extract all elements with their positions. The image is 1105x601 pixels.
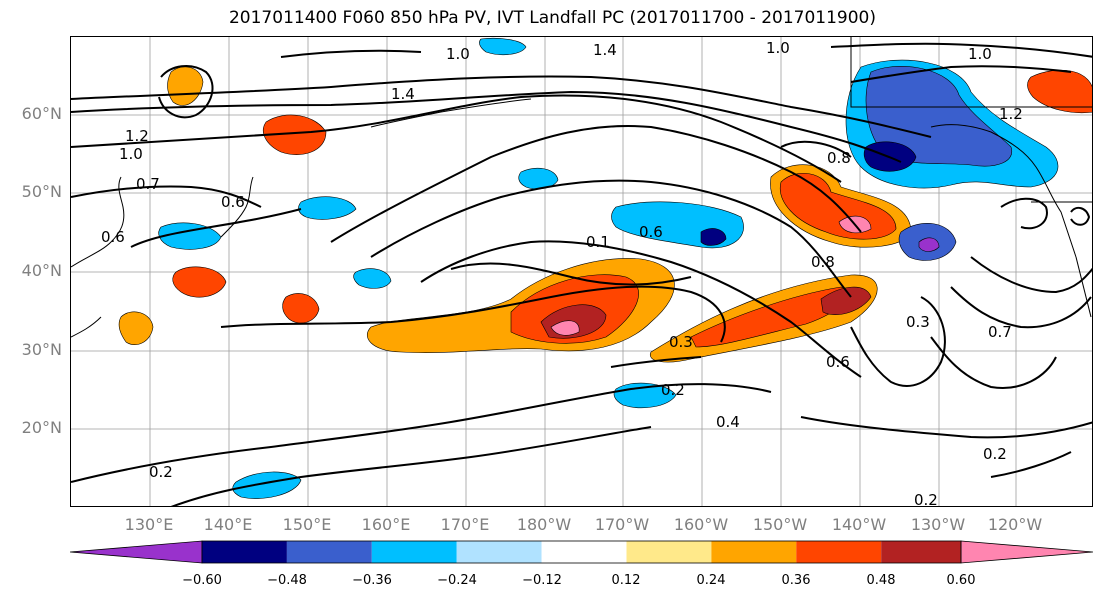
- negative-anomaly-coast-core: [918, 237, 940, 252]
- contour-label: 0.6: [639, 223, 663, 241]
- contour-label: 0.8: [827, 149, 851, 167]
- lon-label-150w: 150°W: [752, 515, 808, 534]
- colorbar-tick: −0.36: [352, 573, 392, 588]
- lat-label-20n: 20°N: [21, 418, 62, 437]
- colorbar-tick: 0.12: [611, 573, 641, 588]
- colorbar-bin: [796, 541, 882, 563]
- lat-label-50n: 50°N: [21, 182, 62, 201]
- contour-label: 0.3: [669, 333, 693, 351]
- lon-label-120w: 120°W: [987, 515, 1043, 534]
- lon-label-130w: 130°W: [910, 515, 966, 534]
- contour-label: 0.6: [101, 228, 125, 246]
- contour-label: 0.7: [136, 175, 160, 193]
- contour-label: 0.8: [811, 253, 835, 271]
- lon-label-160w: 160°W: [673, 515, 729, 534]
- positive-anomaly-subtropical-max: [820, 286, 872, 316]
- negative-anomaly-top: [479, 37, 527, 56]
- colorbar-tick: −0.60: [182, 573, 222, 588]
- negative-anomaly-southwest: [232, 471, 302, 499]
- colorbar-bin: [456, 541, 542, 563]
- positive-anomaly-northwest: [262, 114, 327, 155]
- colorbar-tick: 0.24: [696, 573, 726, 588]
- map-canvas: 1.0 1.4 1.0 1.0 1.2 1.4 1.0 1.2 0.8 0.7 …: [71, 37, 1092, 507]
- contour-label: 0.7: [988, 323, 1012, 341]
- lon-label-140e: 140°E: [203, 515, 253, 534]
- lon-label-140w: 140°W: [831, 515, 887, 534]
- colorbar-tick: −0.12: [522, 573, 562, 588]
- lon-label-170w: 170°W: [594, 515, 650, 534]
- lon-label-160e: 160°E: [361, 515, 411, 534]
- map-title: 2017011400 F060 850 hPa PV, IVT Landfall…: [228, 8, 876, 28]
- colorbar-canvas: [69, 540, 1094, 564]
- colorbar-outline: [201, 540, 962, 564]
- contour-label: 1.2: [125, 127, 149, 145]
- positive-anomaly-northeast: [1027, 69, 1092, 113]
- colorbar: [69, 539, 1094, 569]
- contour-label: 0.3: [906, 313, 930, 331]
- contour-label: 1.0: [968, 45, 992, 63]
- colorbar-bin: [541, 541, 627, 563]
- contour-value-labels: 1.0 1.4 1.0 1.0 1.2 1.4 1.0 1.2 0.8 0.7 …: [101, 39, 1023, 507]
- contour-label: 0.2: [983, 445, 1007, 463]
- contour-label: 1.0: [119, 145, 143, 163]
- contour-label: 1.4: [593, 41, 617, 59]
- colorbar-tick: −0.24: [437, 573, 477, 588]
- lon-label-130e: 130°E: [124, 515, 174, 534]
- colorbar-bin: [371, 541, 457, 563]
- pv-contour-lines: [71, 42, 1092, 506]
- colorbar-bin: [881, 541, 962, 563]
- coastlines: [71, 37, 1092, 338]
- colorbar-bin: [286, 541, 372, 563]
- colorbar-extend-high: [960, 540, 1094, 564]
- contour-label: 1.0: [766, 39, 790, 57]
- lat-label-60n: 60°N: [21, 104, 62, 123]
- colorbar-bin: [711, 541, 797, 563]
- colorbar-bin: [202, 541, 287, 563]
- lon-label-180w: 180°W: [516, 515, 572, 534]
- lat-label-30n: 30°N: [21, 340, 62, 359]
- positive-anomaly-japan: [172, 266, 227, 298]
- contour-label: 0.2: [149, 463, 173, 481]
- lon-label-170e: 170°E: [440, 515, 490, 534]
- colorbar-bin: [626, 541, 712, 563]
- contour-label: 0.6: [221, 193, 245, 211]
- contour-label: 0.4: [716, 413, 740, 431]
- contour-label: 0.2: [914, 491, 938, 507]
- negative-anomaly-west-3: [298, 196, 357, 220]
- negative-anomaly-west-2: [353, 268, 392, 289]
- lon-label-150e: 150°E: [282, 515, 332, 534]
- colorbar-tick: 0.36: [781, 573, 811, 588]
- contour-label: 0.6: [826, 353, 850, 371]
- lat-label-40n: 40°N: [21, 261, 62, 280]
- colorbar-tick: 0.60: [946, 573, 976, 588]
- contour-label: 1.4: [391, 85, 415, 103]
- map-panel: 1.0 1.4 1.0 1.0 1.2 1.4 1.0 1.2 0.8 0.7 …: [70, 36, 1093, 507]
- positive-anomaly-pacific-west: [282, 293, 320, 324]
- contour-label: 1.0: [446, 45, 470, 63]
- positive-anomaly-kamchatka: [167, 66, 204, 106]
- colorbar-tick: −0.48: [267, 573, 307, 588]
- contour-label: 0.1: [586, 233, 610, 251]
- negative-anomaly-midpacific-core: [700, 228, 727, 246]
- positive-anomaly-east-asia: [118, 311, 154, 346]
- contour-label: 1.2: [999, 105, 1023, 123]
- colorbar-tick: 0.48: [866, 573, 896, 588]
- colorbar-extend-low: [69, 540, 203, 564]
- positive-anomaly-central-peak: [550, 320, 580, 336]
- contour-label: 0.2: [661, 381, 685, 399]
